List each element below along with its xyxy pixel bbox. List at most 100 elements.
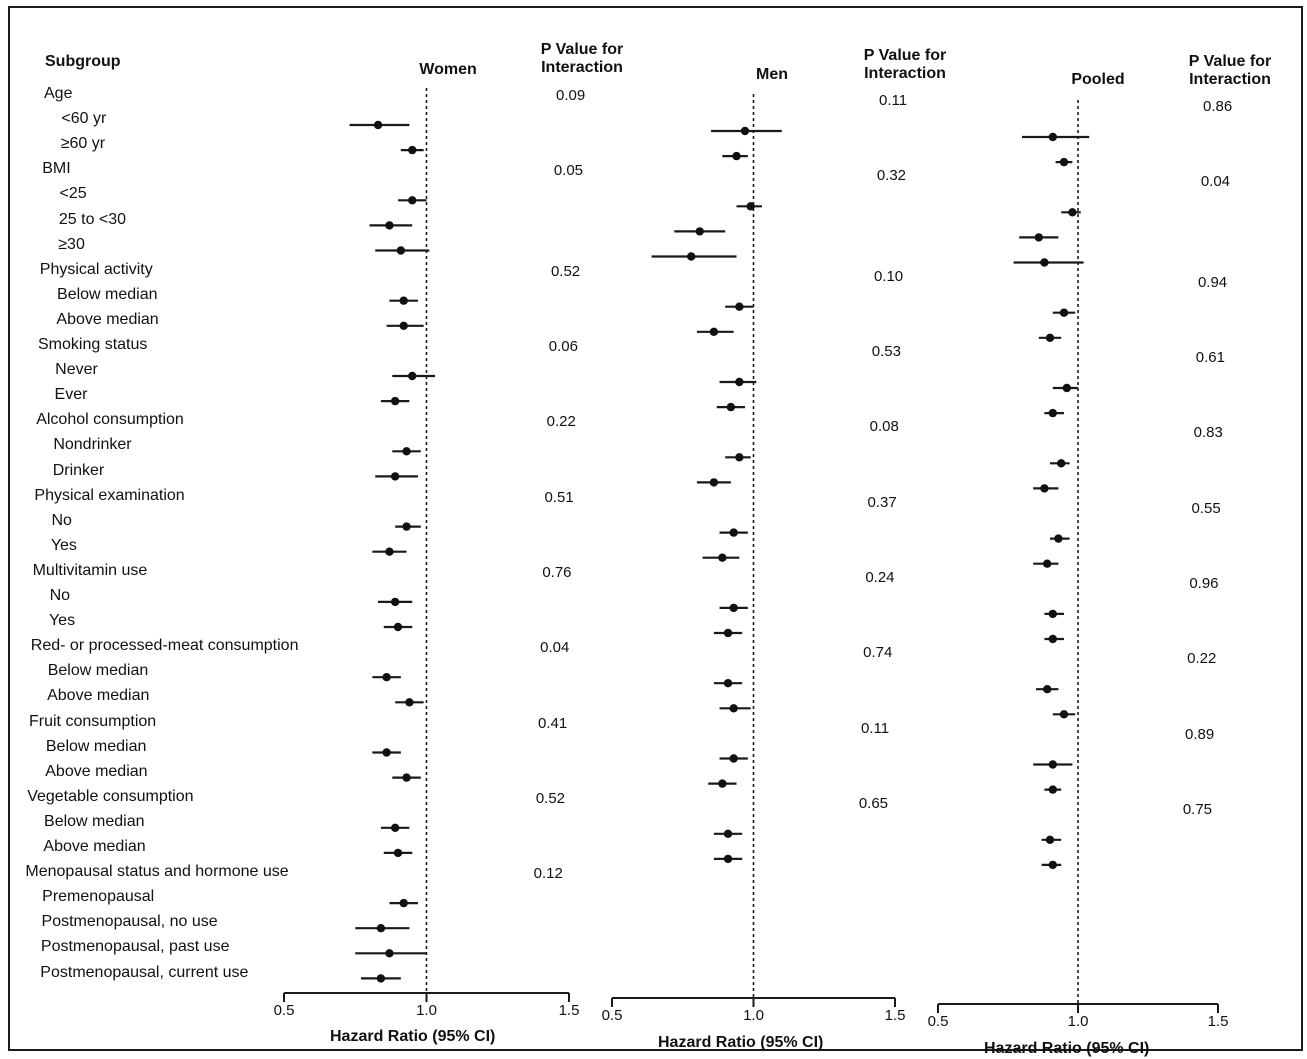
women-hr-point [376, 974, 386, 983]
subgroup-level-label: Ever [54, 386, 88, 404]
left-border [8, 6, 10, 1051]
subgroup-heading: Red- or processed-meat consumption [30, 637, 299, 655]
pooled-pvalue: 0.22 [1187, 650, 1217, 668]
subgroup-heading: Age [44, 85, 73, 102]
subgroup-level-label: Postmenopausal, past use [40, 938, 230, 956]
women-hr-point [390, 472, 400, 481]
subgroup-level-label: Above median [43, 838, 146, 855]
men-pvalue: 0.24 [865, 568, 895, 586]
pooled-hr-point [1057, 459, 1066, 468]
subgroup-level-label: Below median [44, 812, 145, 830]
pooled-pvalue: 0.96 [1189, 574, 1219, 592]
subgroup-level-label: Yes [48, 612, 76, 630]
women-pvalue: 0.06 [548, 338, 578, 355]
men-pvalue: 0.37 [867, 493, 897, 511]
pooled-hr-point [1043, 685, 1052, 694]
pooled-pvalue: 0.86 [1203, 98, 1233, 115]
women-pvalue: 0.22 [546, 413, 576, 431]
men-panel: 0.5 1.0 1.5 [602, 94, 906, 1024]
subgroup-level-label: Never [55, 361, 98, 379]
men-hr-point [735, 302, 744, 311]
women-x-tick-label: 0.5 [274, 1002, 295, 1019]
women-hr-point [376, 924, 386, 933]
subgroup-level-label: Above median [45, 762, 148, 780]
men-hr-point [723, 854, 733, 864]
subgroup-level-label: Above median [47, 687, 150, 705]
pooled-panel: 0.5 1.0 1.5 [928, 100, 1229, 1030]
women-pvalue: 0.04 [540, 639, 570, 657]
pooled-hr-point [1040, 484, 1049, 493]
pooled-hr-point [1034, 233, 1044, 242]
pooled-hr-point [1043, 559, 1052, 568]
subgroup-heading: Alcohol consumption [36, 411, 184, 429]
men-pvalue: 0.11 [879, 92, 908, 109]
women-hr-point [390, 396, 400, 406]
men-pvalue: 0.53 [871, 343, 901, 360]
men-hr-point [718, 553, 727, 562]
women-hr-point [393, 622, 403, 632]
men-pvalue-header: P Value for Interaction [863, 47, 947, 82]
pooled-pvalue: 0.04 [1200, 173, 1231, 191]
women-hr-point [393, 848, 403, 858]
subgroup-level-label: <25 [59, 185, 87, 203]
women-x-tick-label: 1.5 [559, 1002, 580, 1019]
pooled-pvalue: 0.61 [1195, 349, 1225, 366]
subgroup-level-label: 25 to <30 [58, 210, 127, 228]
men-hr-point [723, 628, 733, 638]
subgroup-level-label: Below median [57, 285, 158, 303]
pooled-hr-point [1054, 534, 1063, 543]
men-hr-point [695, 227, 704, 236]
women-hr-point [399, 296, 408, 305]
subgroup-heading: Fruit consumption [29, 712, 157, 730]
pooled-x-tick-label: 1.5 [1208, 1013, 1229, 1030]
pooled-pvalue: 0.89 [1185, 725, 1215, 743]
women-hr-point [402, 522, 411, 531]
pooled-hr-point [1048, 785, 1058, 794]
subgroup-heading: Physical examination [34, 486, 185, 504]
pooled-hr-point [1059, 710, 1069, 719]
women-hr-point [396, 246, 406, 255]
pooled-hr-point [1062, 383, 1072, 393]
women-hr-point [390, 597, 400, 607]
pooled-x-axis-label: Hazard Ratio (95% CI) [984, 1040, 1150, 1057]
pooled-pvalue: 0.75 [1182, 800, 1213, 818]
right-border [1301, 6, 1303, 1051]
subgroup-header: Subgroup [45, 53, 121, 70]
pooled-hr-point [1059, 157, 1069, 167]
women-panel: 0.5 1.0 1.5 [274, 88, 580, 1019]
men-hr-point [732, 151, 741, 161]
pooled-pvalue: 0.55 [1191, 499, 1221, 517]
pooled-hr-point [1045, 835, 1055, 844]
women-hr-point [382, 748, 391, 757]
subgroup-heading: Multivitamin use [32, 561, 148, 579]
women-x-axis-label: Hazard Ratio (95% CI) [330, 1028, 496, 1045]
men-x-tick-label: 1.5 [885, 1007, 906, 1024]
women-hr-point [408, 371, 417, 381]
subgroup-level-label: ≥60 yr [60, 135, 106, 153]
subgroup-heading: Vegetable consumption [27, 787, 194, 805]
subgroup-heading: Smoking status [38, 336, 148, 353]
men-hr-point [718, 779, 727, 788]
women-hr-point [408, 145, 417, 155]
subgroup-heading: Physical activity [39, 260, 153, 278]
women-pvalue: 0.52 [535, 789, 566, 807]
men-x-tick-label: 1.0 [743, 1007, 764, 1024]
bottom-border [8, 1049, 1303, 1051]
men-hr-point [709, 478, 719, 487]
subgroup-level-label: Postmenopausal, current use [40, 963, 249, 981]
pooled-pvalue: 0.83 [1193, 424, 1223, 442]
women-panel-title: Women [419, 61, 477, 78]
subgroup-heading: Menopausal status and hormone use [25, 863, 289, 881]
women-pvalue: 0.76 [542, 563, 572, 581]
women-hr-point [385, 949, 394, 958]
subgroup-level-label: ≥30 [58, 235, 85, 253]
women-pvalue: 0.51 [544, 488, 574, 506]
subgroup-level-label: Yes [50, 536, 77, 554]
pooled-hr-point [1040, 258, 1049, 267]
subgroup-level-label: Below median [47, 662, 149, 680]
women-hr-point [402, 773, 411, 782]
women-hr-point [382, 673, 391, 682]
men-hr-point [746, 202, 755, 211]
subgroup-level-label: <60 yr [61, 110, 107, 128]
women-hr-point [385, 547, 394, 556]
